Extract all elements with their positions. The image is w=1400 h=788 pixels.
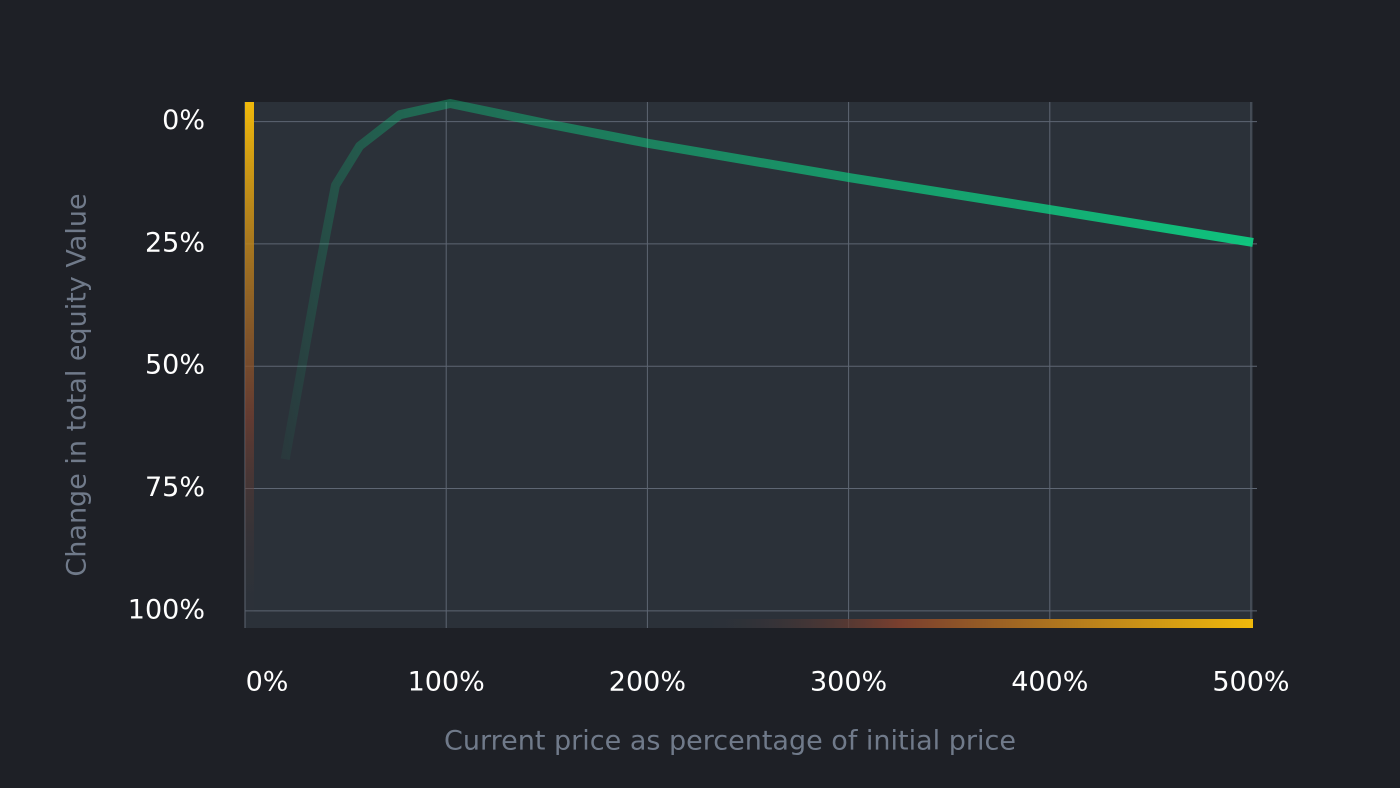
x-axis-label: Current price as percentage of initial p… bbox=[444, 726, 1016, 757]
y-axis-line bbox=[245, 102, 254, 628]
x-tick-label: 400% bbox=[1011, 667, 1088, 698]
y-tick-label: 0% bbox=[162, 105, 205, 136]
x-axis-line bbox=[245, 619, 1253, 628]
y-axis-label: Change in total equity Value bbox=[62, 193, 93, 576]
y-tick-label: 50% bbox=[145, 350, 205, 381]
y-tick-label: 100% bbox=[128, 594, 205, 625]
series-line bbox=[280, 99, 1254, 460]
x-tick-label: 100% bbox=[408, 667, 485, 698]
x-tick-label: 500% bbox=[1212, 667, 1289, 698]
x-tick-label: 200% bbox=[609, 667, 686, 698]
y-tick-label: 75% bbox=[145, 472, 205, 503]
y-tick-label: 25% bbox=[145, 227, 205, 258]
plot-area bbox=[245, 102, 1253, 628]
x-tick-label: 300% bbox=[810, 667, 887, 698]
x-tick-label: 0% bbox=[246, 667, 289, 698]
